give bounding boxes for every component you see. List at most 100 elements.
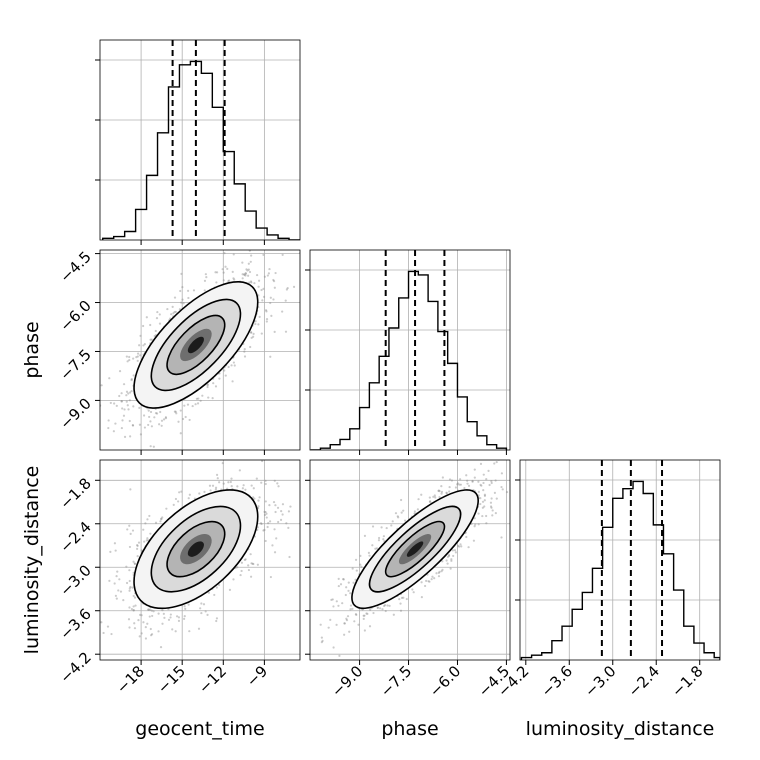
density-contour bbox=[150, 505, 242, 593]
scatter-point bbox=[248, 270, 252, 274]
y-tick-label: −3.6 bbox=[56, 605, 94, 643]
scatter-point bbox=[174, 497, 178, 501]
scatter-point bbox=[432, 495, 435, 498]
scatter-point bbox=[435, 572, 438, 575]
scatter-point bbox=[244, 272, 247, 275]
scatter-point bbox=[121, 407, 124, 410]
scatter-point bbox=[449, 567, 452, 570]
scatter-point bbox=[425, 579, 428, 582]
scatter-point bbox=[239, 573, 242, 577]
scatter-point bbox=[490, 497, 493, 500]
scatter-point bbox=[474, 523, 477, 526]
scatter-point bbox=[115, 404, 118, 407]
scatter-point bbox=[128, 587, 131, 590]
scatter-point bbox=[260, 288, 263, 292]
scatter-point bbox=[85, 646, 87, 648]
scatter-point bbox=[319, 623, 322, 626]
scatter-point bbox=[420, 493, 423, 496]
scatter-point bbox=[160, 518, 163, 521]
x-tick-label: −1.8 bbox=[668, 662, 706, 700]
scatter-point bbox=[187, 296, 190, 300]
scatter-point bbox=[399, 609, 403, 612]
scatter-point bbox=[287, 510, 291, 513]
scatter-point bbox=[477, 512, 480, 515]
scatter-point bbox=[445, 492, 448, 495]
scatter-point bbox=[343, 633, 346, 636]
scatter-point bbox=[456, 483, 459, 486]
density-contour bbox=[368, 505, 462, 593]
scatter-point bbox=[250, 331, 253, 334]
scatter-point bbox=[289, 505, 292, 508]
scatter-point bbox=[371, 525, 375, 528]
panel-frame bbox=[99, 459, 301, 661]
scatter-point bbox=[262, 253, 265, 257]
scatter-point bbox=[174, 310, 177, 313]
scatter-point bbox=[131, 424, 135, 427]
scatter-point bbox=[150, 609, 153, 612]
scatter-point bbox=[265, 310, 268, 313]
scatter-point bbox=[149, 445, 152, 448]
joint-density bbox=[319, 460, 509, 657]
scatter-point bbox=[382, 535, 385, 538]
scatter-point bbox=[483, 493, 487, 496]
scatter-point bbox=[320, 636, 323, 639]
scatter-point bbox=[263, 510, 266, 513]
scatter-point bbox=[251, 562, 254, 565]
scatter-point bbox=[144, 626, 147, 629]
scatter-point bbox=[174, 630, 177, 633]
scatter-point bbox=[354, 558, 358, 561]
scatter-point bbox=[420, 596, 423, 599]
scatter-point bbox=[353, 620, 356, 623]
y-tick-label: −3.0 bbox=[56, 561, 94, 599]
scatter-point bbox=[262, 247, 264, 249]
scatter-point bbox=[136, 555, 139, 558]
scatter-point bbox=[276, 482, 279, 485]
scatter-point bbox=[161, 622, 164, 625]
scatter-point bbox=[355, 569, 358, 572]
scatter-point bbox=[154, 521, 158, 524]
scatter-point bbox=[183, 617, 186, 621]
scatter-point bbox=[247, 568, 251, 572]
scatter-point bbox=[231, 270, 234, 274]
scatter-point bbox=[248, 281, 251, 284]
scatter-point bbox=[451, 549, 454, 552]
scatter-point bbox=[286, 286, 289, 290]
scatter-point bbox=[113, 582, 116, 585]
scatter-point bbox=[183, 605, 186, 608]
scatter-point bbox=[118, 394, 121, 398]
scatter-point bbox=[244, 488, 247, 491]
scatter-point bbox=[224, 374, 227, 377]
scatter-point bbox=[366, 612, 369, 615]
scatter-point bbox=[304, 517, 306, 519]
scatter-point bbox=[180, 490, 183, 493]
scatter-point bbox=[203, 289, 206, 292]
scatter-point bbox=[466, 482, 469, 485]
scatter-point bbox=[122, 383, 126, 386]
scatter-point bbox=[115, 575, 118, 578]
scatter-point bbox=[479, 462, 483, 465]
histogram-phase bbox=[305, 249, 511, 455]
density-contour bbox=[150, 298, 242, 392]
scatter-point bbox=[285, 288, 288, 291]
scatter-point bbox=[132, 605, 135, 608]
scatter-point bbox=[138, 635, 141, 638]
scatter-point bbox=[173, 296, 177, 299]
scatter-point bbox=[136, 359, 139, 362]
scatter-point bbox=[417, 498, 420, 501]
scatter-point bbox=[483, 499, 486, 502]
scatter-point bbox=[264, 510, 267, 514]
scatter-point bbox=[107, 426, 110, 430]
scatter-point bbox=[148, 615, 151, 618]
scatter-point bbox=[479, 502, 482, 506]
scatter-point bbox=[252, 335, 255, 338]
scatter-point bbox=[272, 280, 276, 283]
scatter-point bbox=[374, 547, 377, 550]
scatter-point bbox=[113, 542, 117, 545]
scatter-point bbox=[130, 389, 133, 393]
scatter-point bbox=[487, 469, 490, 472]
scatter-point bbox=[184, 607, 187, 611]
scatter-point bbox=[144, 522, 147, 525]
scatter-point bbox=[181, 417, 185, 421]
scatter-point bbox=[281, 513, 284, 516]
scatter-point bbox=[155, 317, 159, 320]
